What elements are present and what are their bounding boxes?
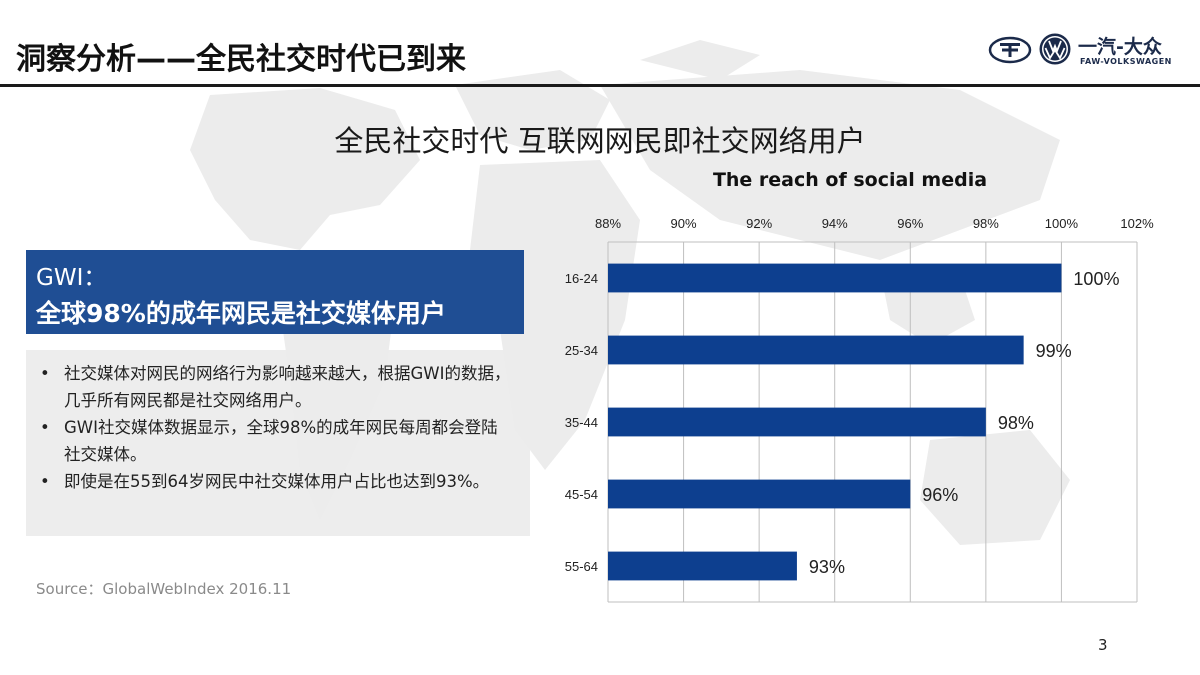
slide-subtitle: 全民社交时代 互联网网民即社交网络用户 (334, 124, 866, 158)
bullet-marker: • (40, 364, 50, 383)
value-label: 96% (922, 485, 958, 505)
category-label: 45-54 (565, 487, 598, 502)
page-number: 3 (1098, 636, 1108, 654)
value-label: 99% (1036, 341, 1072, 361)
x-tick-label: 90% (671, 216, 697, 231)
bar (608, 551, 797, 581)
gwi-headline: 全球98%的成年网民是社交媒体用户 (36, 299, 446, 328)
logo-english-text: FAW-VOLKSWAGEN (1080, 57, 1172, 66)
x-tick-label: 92% (746, 216, 772, 231)
x-tick-label: 88% (595, 216, 621, 231)
category-label: 55-64 (565, 559, 598, 574)
value-label: 93% (809, 557, 845, 577)
gwi-highlight-box: GWI： 全球98%的成年网民是社交媒体用户 (26, 250, 524, 334)
bullet-item: • 社交媒体对网民的网络行为影响越来越大，根据GWI的数据，几乎所有网民都是社交… (38, 360, 514, 414)
source-note: Source：GlobalWebIndex 2016.11 (36, 580, 292, 598)
category-label: 35-44 (565, 415, 598, 430)
gwi-label: GWI： (36, 265, 107, 291)
bullet-panel: • 社交媒体对网民的网络行为影响越来越大，根据GWI的数据，几乎所有网民都是社交… (26, 350, 530, 536)
bar (608, 479, 911, 509)
bullet-text: GWI社交媒体数据显示，全球98%的成年网民每周都会登陆社交媒体。 (64, 418, 498, 464)
header-divider (0, 84, 1200, 87)
bullet-marker: • (40, 418, 50, 437)
bullet-marker: • (40, 472, 50, 491)
x-tick-label: 102% (1120, 216, 1154, 231)
category-label: 25-34 (565, 343, 598, 358)
x-tick-label: 100% (1045, 216, 1079, 231)
brand-logo: 一汽-大众 FAW-VOLKSWAGEN (988, 30, 1188, 74)
bullet-list: • 社交媒体对网民的网络行为影响越来越大，根据GWI的数据，几乎所有网民都是社交… (26, 350, 530, 495)
chart-title: The reach of social media (712, 169, 988, 191)
page-title: 洞察分析——全民社交时代已到来 (16, 42, 466, 77)
value-label: 98% (998, 413, 1034, 433)
x-tick-label: 96% (897, 216, 923, 231)
bullet-item: • 即使是在55到64岁网民中社交媒体用户占比也达到93%。 (38, 468, 514, 495)
faw-logo-icon (988, 36, 1032, 64)
bullet-text: 即使是在55到64岁网民中社交媒体用户占比也达到93%。 (64, 472, 490, 491)
bar (608, 263, 1062, 293)
bullet-text: 社交媒体对网民的网络行为影响越来越大，根据GWI的数据，几乎所有网民都是社交网络… (64, 364, 511, 410)
bullet-item: • GWI社交媒体数据显示，全球98%的成年网民每周都会登陆社交媒体。 (38, 414, 514, 468)
x-tick-label: 98% (973, 216, 999, 231)
x-tick-label: 94% (822, 216, 848, 231)
logo-chinese-text: 一汽-大众 (1078, 36, 1162, 58)
bar (608, 407, 986, 437)
value-label: 100% (1073, 269, 1119, 289)
category-label: 16-24 (565, 271, 598, 286)
vw-logo-icon (1039, 33, 1071, 65)
bar (608, 335, 1024, 365)
bar-chart: 88% 90% 92% 94% 96% 98% 100% 102% 16-24 100% 25-34… (565, 216, 1154, 603)
